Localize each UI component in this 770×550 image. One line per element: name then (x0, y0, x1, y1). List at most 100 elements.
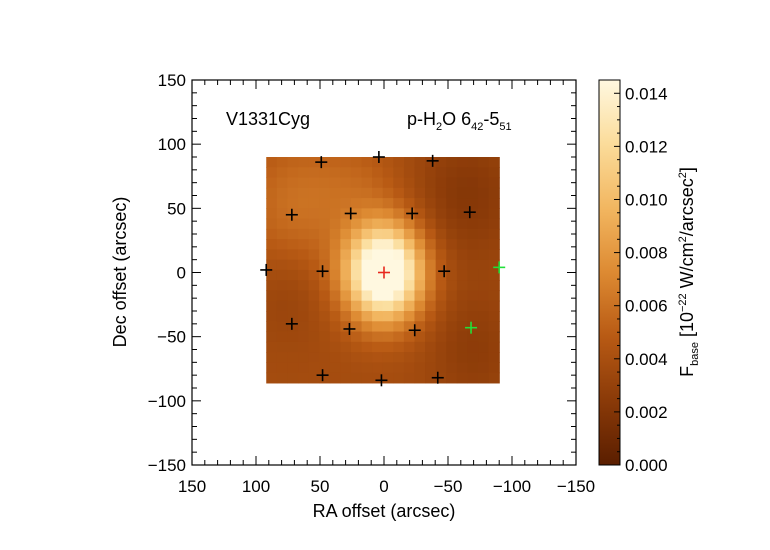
heatmap-cell (319, 167, 331, 179)
colorbar-tick-labels: 0.000 0.002 0.004 0.006 0.008 0.010 0.012 0.014 (625, 84, 668, 475)
heatmap-cell (446, 352, 458, 363)
heatmap-cell (329, 352, 341, 363)
heatmap-cell (361, 300, 373, 312)
heatmap-cell (350, 269, 363, 281)
cbar-exp: −22 (677, 293, 689, 312)
heatmap-cell (467, 290, 479, 302)
source-name: V1331Cyg (226, 109, 310, 129)
heatmap-cell (287, 187, 299, 199)
heatmap-cell (319, 259, 331, 271)
heatmap-cell (456, 362, 469, 374)
heatmap-cell (456, 259, 469, 271)
heatmap-cell (276, 311, 289, 322)
heatmap-cell (435, 187, 447, 199)
heatmap-cell (446, 372, 458, 384)
heatmap-cell (478, 300, 490, 312)
heatmap-cell (266, 239, 278, 250)
heatmap-cell (414, 352, 426, 363)
heatmap-cell (361, 259, 373, 271)
heatmap-cell (488, 341, 500, 353)
heatmap-cell (308, 218, 320, 230)
spaxel-marker (285, 317, 298, 330)
heatmap-cell (340, 280, 352, 292)
heatmap-cell (488, 249, 500, 261)
heatmap-cell (298, 300, 310, 312)
line-species-b: O 6 (442, 109, 471, 129)
heatmap-cell (382, 228, 394, 240)
heatmap-cell (414, 372, 426, 384)
heatmap-cell (425, 187, 437, 199)
x-tick-label: 50 (311, 477, 330, 496)
heatmap-cell (382, 239, 394, 250)
spaxel-marker (426, 154, 439, 167)
heatmap-cell (276, 187, 289, 199)
heatmap-cell (446, 362, 458, 374)
heatmap-cell (372, 331, 384, 343)
heatmap-cell (319, 187, 331, 199)
heatmap-cell (308, 208, 320, 220)
heatmap-cell (435, 228, 447, 240)
heatmap-cell (329, 249, 341, 261)
heatmap-cell (382, 321, 394, 333)
heatmap-cell (446, 269, 458, 281)
heatmap-cell (287, 249, 299, 261)
heatmap-cell (467, 321, 479, 333)
heatmap-cell (350, 187, 363, 199)
heatmap-cell (276, 352, 289, 363)
heatmap-cell (425, 269, 437, 281)
heatmap-cell (478, 321, 490, 333)
heatmap-cell (414, 208, 426, 220)
heatmap-cell (393, 300, 405, 312)
heatmap-cell (329, 239, 341, 250)
colorbar-tick-label: 0.014 (625, 84, 668, 103)
heatmap-cell (319, 341, 331, 353)
heatmap-cell (266, 341, 278, 353)
heatmap-cell (435, 259, 447, 271)
heatmap-cell (298, 280, 310, 292)
heatmap-cell (393, 331, 405, 343)
heatmap-cell (361, 352, 373, 363)
heatmap-cell (266, 352, 278, 363)
colorbar-tick-label: 0.002 (625, 403, 668, 422)
spaxel-markers (260, 151, 506, 387)
heatmap-cell (298, 269, 310, 281)
heatmap-cell (403, 300, 416, 312)
heatmap-cell (488, 362, 500, 374)
spaxel-marker (463, 206, 476, 219)
heatmap-cell (319, 280, 331, 292)
heatmap-cell (340, 228, 352, 240)
heatmap-cell (329, 362, 341, 374)
heatmap-cell (266, 321, 278, 333)
heatmap-cell (329, 259, 341, 271)
heatmap-cell (308, 352, 320, 363)
heatmap-cell (340, 290, 352, 302)
heatmap-cell (382, 372, 394, 384)
heatmap-cell (287, 269, 299, 281)
heatmap-cell (266, 208, 278, 220)
heatmap-cell (435, 362, 447, 374)
heatmap-cell (308, 249, 320, 261)
heatmap-cell (266, 249, 278, 261)
heatmap-cell (340, 321, 352, 333)
heatmap-cell (319, 249, 331, 261)
heatmap-cell (372, 187, 384, 199)
heatmap-cell (403, 228, 416, 240)
heatmap-cell (446, 239, 458, 250)
heatmap-cell (403, 362, 416, 374)
heatmap-cell (467, 269, 479, 281)
heatmap-cell (308, 341, 320, 353)
heatmap-cell (266, 300, 278, 312)
x-tick-label: 150 (178, 477, 206, 496)
heatmap-cell (393, 372, 405, 384)
heatmap-cell (403, 239, 416, 250)
heatmap-cell (266, 362, 278, 374)
heatmap-cell (298, 249, 310, 261)
heatmap-cell (403, 321, 416, 333)
heatmap-cell (276, 321, 289, 333)
heatmap-cell (372, 218, 384, 230)
heatmap-cell (393, 167, 405, 179)
heatmap-cell (488, 269, 500, 281)
heatmap-cell (446, 311, 458, 322)
heatmap-cell (276, 208, 289, 220)
heatmap-cell (478, 259, 490, 271)
